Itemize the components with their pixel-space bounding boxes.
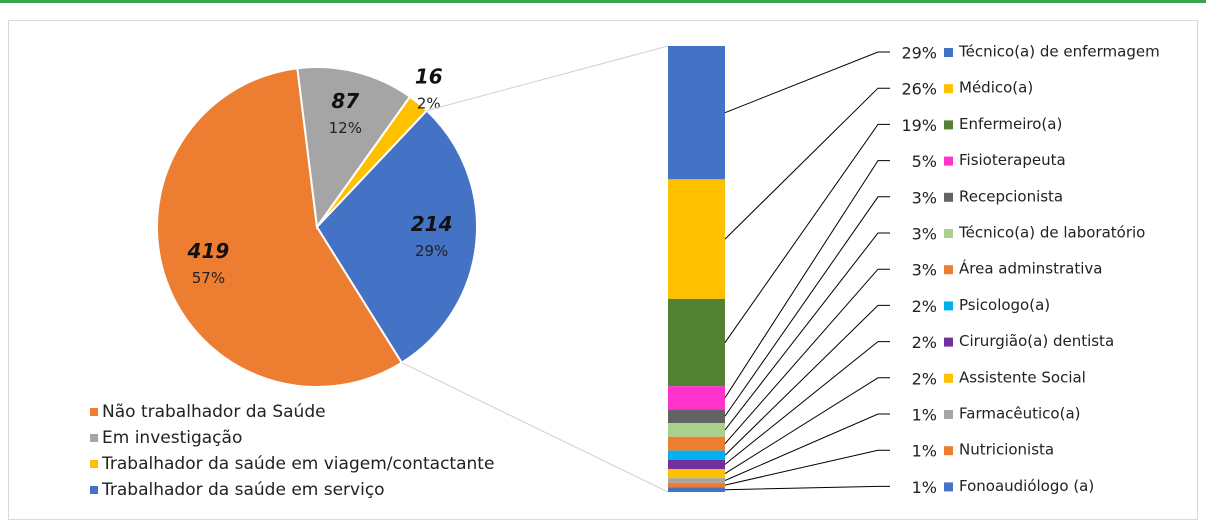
legend-swatch — [90, 486, 98, 494]
bar-segment — [668, 423, 725, 437]
legend-label: Em investigação — [102, 428, 242, 448]
slice-percent-label: 29% — [415, 242, 448, 260]
slice-value-label: 16 — [415, 65, 443, 89]
chart-border — [8, 20, 1198, 520]
segment-name: Fisioterapeuta — [959, 151, 1066, 169]
legend-swatch — [944, 410, 953, 419]
segment-value-label: 1% — [912, 442, 937, 461]
legend-swatch — [944, 192, 953, 202]
segment-value-label: 5% — [912, 152, 937, 171]
segment-value-label: 26% — [901, 80, 937, 99]
segment-name: Farmacêutico(a) — [959, 405, 1081, 423]
segment-name: Área adminstrativa — [959, 259, 1102, 278]
segment-name: Médico(a) — [959, 79, 1033, 97]
segment-value-label: 3% — [912, 188, 937, 207]
legend-swatch — [90, 434, 98, 442]
segment-name: Cirurgião(a) dentista — [959, 332, 1114, 350]
leader-line — [724, 413, 890, 481]
leader-line — [724, 449, 890, 486]
legend-swatch — [944, 482, 953, 492]
pie-slice — [296, 66, 412, 230]
slice-value-label: 87 — [331, 89, 359, 113]
segment-value-label: 1% — [912, 406, 937, 425]
segment-name: Enfermeiro(a) — [959, 115, 1062, 133]
legend-swatch — [944, 337, 953, 347]
slice-value-label: 214 — [411, 212, 453, 236]
leader-line — [724, 341, 890, 465]
leader-line — [724, 268, 890, 445]
leader-line — [724, 485, 890, 491]
bar-segment — [668, 469, 725, 479]
bar-segment — [668, 386, 725, 410]
legend-swatch — [90, 408, 98, 416]
segment-name: Técnico(a) de laboratório — [958, 224, 1145, 242]
bar-segment — [668, 298, 725, 387]
leader-line — [724, 123, 890, 343]
segment-name: Técnico(a) de enfermagem — [958, 43, 1160, 61]
slice-percent-label: 12% — [329, 119, 362, 137]
leader-line — [724, 232, 890, 431]
segment-name: Nutricionista — [959, 441, 1054, 459]
bar-segment — [668, 478, 725, 483]
legend-label: Não trabalhador da Saúde — [102, 402, 326, 422]
pie-slice — [315, 109, 478, 365]
top-band — [0, 0, 1206, 3]
legend-label: Trabalhador da saúde em viagem/contactan… — [101, 454, 494, 474]
leader-line — [724, 87, 890, 240]
segment-value-label: 2% — [912, 333, 937, 352]
slice-percent-label: 57% — [192, 269, 225, 287]
segment-value-label: 3% — [912, 261, 937, 280]
legend-swatch — [944, 229, 953, 238]
leader-line — [724, 51, 890, 114]
segment-name: Psicologo(a) — [959, 296, 1050, 314]
segment-name: Recepcionista — [959, 187, 1063, 205]
segment-value-label: 19% — [901, 116, 937, 135]
segment-name: Fonoaudiólogo (a) — [959, 477, 1094, 495]
slice-value-label: 419 — [187, 239, 230, 263]
legend-swatch — [944, 156, 953, 166]
leader-line — [724, 160, 890, 399]
segment-value-label: 3% — [912, 225, 937, 244]
leader-line — [724, 377, 890, 475]
pie-slice — [156, 67, 404, 388]
segment-name: Assistente Social — [959, 368, 1086, 386]
bar-segment — [668, 450, 725, 460]
legend-swatch — [90, 460, 98, 468]
legend-swatch — [944, 84, 953, 94]
leader-line — [724, 304, 890, 456]
legend-label: Trabalhador da saúde em serviço — [101, 480, 385, 500]
legend-swatch — [944, 446, 953, 456]
leader-line — [724, 196, 890, 417]
bar-segment — [668, 409, 725, 424]
bar-segment — [668, 179, 725, 299]
bar-segment — [668, 436, 725, 451]
legend-swatch — [944, 373, 953, 383]
segment-value-label: 2% — [912, 369, 937, 388]
legend-swatch — [944, 265, 953, 275]
connector — [426, 45, 669, 112]
bar-segment — [668, 482, 725, 488]
legend-swatch — [944, 120, 953, 130]
bar-segment — [668, 46, 725, 180]
legend-swatch — [944, 301, 953, 311]
bar-segment — [668, 487, 725, 492]
segment-value-label: 29% — [901, 44, 937, 63]
legend-swatch — [944, 48, 953, 57]
segment-value-label: 1% — [912, 478, 937, 497]
connector — [401, 362, 669, 493]
segment-value-label: 2% — [912, 297, 937, 316]
bar-segment — [668, 459, 725, 470]
